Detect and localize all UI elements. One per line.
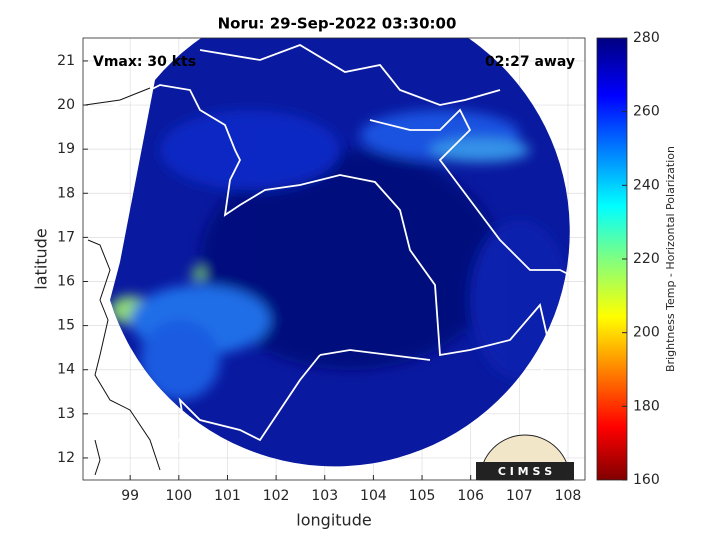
x-tick-label: 103: [311, 488, 338, 504]
x-axis-label: longitude: [296, 511, 371, 530]
y-tick-label: 16: [57, 273, 75, 289]
y-tick-label: 14: [57, 362, 75, 378]
y-tick-label: 19: [57, 141, 75, 157]
logo: C I M S S: [476, 434, 574, 481]
y-tick-label: 17: [57, 229, 75, 245]
annotation: 02:27 away: [485, 54, 575, 70]
x-tick-label: 101: [214, 488, 241, 504]
colorbar-tick-label: 260: [633, 104, 660, 120]
annotation: Vmax: 30 kts: [93, 54, 196, 70]
colorbar-tick-label: 280: [633, 30, 660, 46]
y-tick-label: 15: [57, 318, 75, 334]
x-tick-label: 100: [165, 488, 192, 504]
y-tick-label: 18: [57, 185, 75, 201]
plot-frame: [82, 37, 586, 481]
x-tick-label: 105: [409, 488, 436, 504]
chart-title: Noru: 29-Sep-2022 03:30:00: [218, 15, 457, 33]
y-tick-label: 12: [57, 450, 75, 466]
y-axis-label: latitude: [32, 228, 51, 289]
colorbar-tick-label: 240: [633, 177, 660, 193]
colorbar-tick-label: 200: [633, 325, 660, 341]
x-tick-label: 106: [457, 488, 484, 504]
y-tick-label: 13: [57, 406, 75, 422]
y-tick-label: 21: [57, 53, 75, 69]
x-tick-label: 102: [263, 488, 290, 504]
y-tick-label: 20: [57, 97, 75, 113]
x-tick-label: 107: [506, 488, 533, 504]
x-tick-label: 99: [121, 488, 139, 504]
logo-text: C I M S S: [498, 465, 552, 478]
colorbar-tick-label: 180: [633, 398, 660, 414]
colorbar-label: Brightness Temp - Horizontal Polarizatio…: [664, 146, 677, 372]
x-tick-label: 104: [360, 488, 387, 504]
x-tick-label: 108: [555, 488, 582, 504]
colorbar-tick-label: 160: [633, 472, 660, 488]
colorbar-tick-label: 220: [633, 251, 660, 267]
